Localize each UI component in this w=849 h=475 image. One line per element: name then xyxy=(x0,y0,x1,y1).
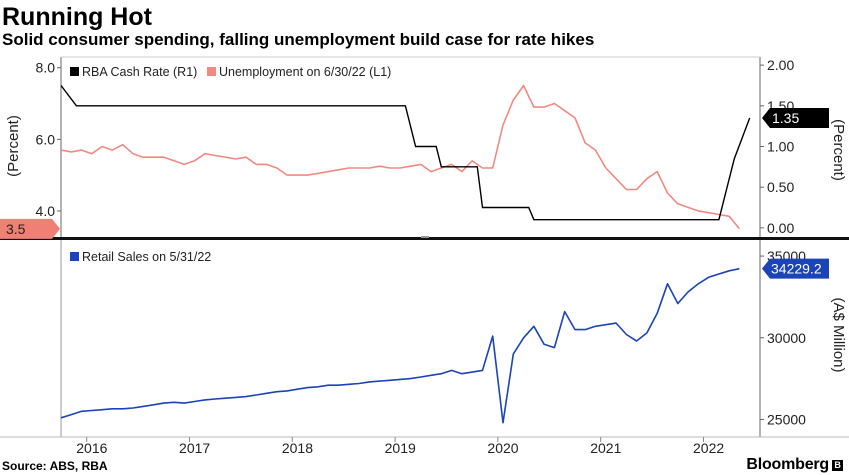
legend-label: RBA Cash Rate (R1) xyxy=(82,65,197,79)
legend-label: Unemployment on 6/30/22 (L1) xyxy=(219,65,391,79)
right-tick-label: 0.00 xyxy=(767,220,794,236)
page-subtitle: Solid consumer spending, falling unemplo… xyxy=(2,30,595,49)
right-tick-label: 1.00 xyxy=(767,139,794,155)
series-cash-rate-line xyxy=(60,85,751,221)
legend-swatch xyxy=(207,67,216,76)
legend-swatch-retail xyxy=(70,252,79,261)
x-axis: 2016 2017 2018 2019 2020 2021 2022 xyxy=(76,437,724,456)
source-note: Source: ABS, RBA xyxy=(2,459,108,473)
left-tick-label: 4.0 xyxy=(36,203,56,219)
right-tick-label: 0.50 xyxy=(767,179,794,195)
x-tick-label: 2022 xyxy=(693,440,724,456)
series-retail-sales-line xyxy=(60,267,740,424)
bottom-right-tick-label: 25000 xyxy=(767,411,806,427)
top-legend-box xyxy=(64,62,414,82)
legend-label-retail: Retail Sales on 5/31/22 xyxy=(82,250,211,264)
left-axis-title: (Percent) xyxy=(5,115,22,177)
unemployment-value-label: 3.5 xyxy=(6,221,26,237)
x-tick-label: 2019 xyxy=(385,440,416,456)
bottom-legend-box xyxy=(64,247,234,267)
page-title: Running Hot xyxy=(2,3,152,31)
series-unemployment-line xyxy=(60,84,741,230)
right-axis-title: (Percent) xyxy=(830,119,847,181)
unemployment-value-tag xyxy=(0,218,60,239)
brand-mark-icon: B xyxy=(832,460,843,471)
series-layer xyxy=(60,84,751,424)
bottom-right-axis-title: (A$ Million) xyxy=(830,297,847,372)
cash-rate-value-tag xyxy=(762,108,829,129)
x-tick-label: 2016 xyxy=(76,440,107,456)
x-tick-label: 2018 xyxy=(282,440,313,456)
bloomberg-logo: Bloomberg B xyxy=(746,456,843,474)
x-tick-label: 2021 xyxy=(590,440,621,456)
x-tick-label: 2017 xyxy=(179,440,210,456)
left-tick-label: 8.0 xyxy=(36,60,56,76)
panel-divider-handle xyxy=(421,236,429,238)
retail-value-label: 34229.2 xyxy=(771,261,822,277)
retail-value-tag xyxy=(762,258,829,279)
x-tick-label: 2020 xyxy=(487,440,518,456)
top-panel-axes: 8.06.04.02.001.501.000.500.00(Percent) (P… xyxy=(0,56,849,240)
bottom-right-tick-label: 30000 xyxy=(767,330,806,346)
right-tick-label: 2.00 xyxy=(767,57,794,73)
panel-divider xyxy=(0,237,849,240)
value-labels: 1.35 3.5 34229.2 xyxy=(0,108,829,279)
legend-swatch xyxy=(70,67,79,76)
cash-rate-value-label: 1.35 xyxy=(772,110,799,126)
brand-text: Bloomberg xyxy=(746,456,829,473)
legend-layer: RBA Cash Rate (R1) Unemployment on 6/30/2… xyxy=(64,62,414,267)
left-tick-label: 6.0 xyxy=(36,131,56,147)
